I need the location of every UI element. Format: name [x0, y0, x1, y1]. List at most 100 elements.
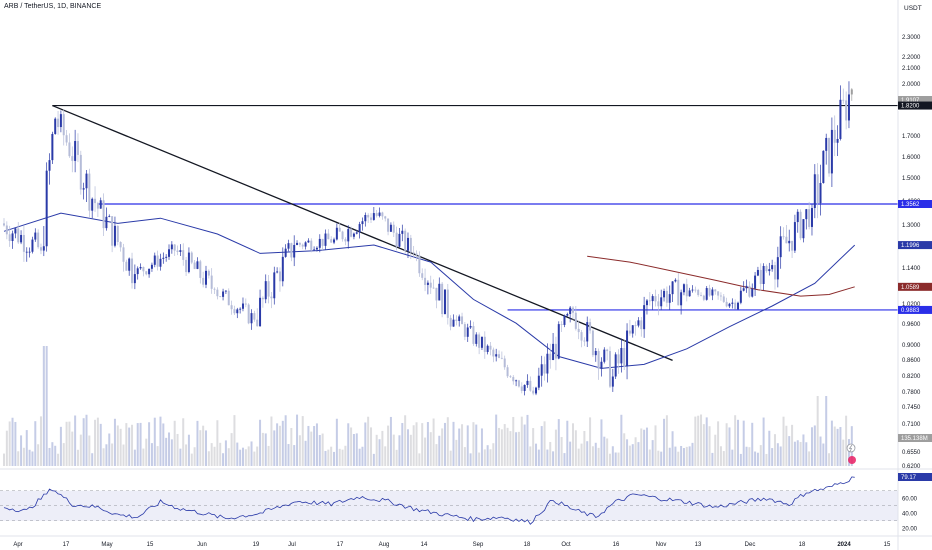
volume-bar [480, 428, 483, 466]
candle-body [503, 358, 506, 368]
volume-bar [668, 447, 671, 466]
volume-bar [557, 419, 560, 466]
volume-bar [256, 446, 259, 466]
volume-bar [532, 428, 535, 466]
candle-body [227, 290, 230, 306]
candle-body [5, 225, 8, 235]
volume-bar [771, 448, 774, 466]
rsi-tag-label: 79.17 [901, 475, 917, 481]
candle-body [782, 236, 785, 238]
candle-body [259, 297, 262, 327]
candle-body [702, 295, 705, 300]
level-lines[interactable] [52, 104, 898, 361]
candle-body [637, 320, 640, 326]
candle-body [529, 380, 532, 391]
volume-bar [785, 425, 788, 466]
candle-body [54, 118, 57, 134]
volume-bar [611, 446, 614, 466]
volume-bar [236, 442, 239, 466]
candle-body [674, 279, 677, 282]
volume-bar [469, 453, 472, 466]
candle-body [119, 241, 122, 248]
candle-body [651, 296, 654, 302]
candle-body [691, 289, 694, 291]
volume-bar [589, 417, 592, 466]
volume-bar [489, 449, 492, 466]
volume-bar [634, 437, 637, 466]
candle-body [179, 250, 182, 252]
candle-body [645, 300, 648, 306]
candle-body [483, 336, 486, 352]
volume-bar [754, 451, 757, 466]
candle-body [139, 266, 142, 269]
volume-bar [828, 453, 831, 466]
candle-body [333, 239, 336, 243]
volume-bar [512, 416, 515, 466]
volume-bar [335, 418, 338, 466]
volume-bar [830, 420, 833, 466]
volume-bar [139, 422, 142, 466]
currency-label[interactable]: USDT [904, 5, 922, 12]
volume-bar [583, 430, 586, 466]
candle-body [791, 240, 794, 251]
volume-bar [179, 448, 182, 466]
candle-body [11, 233, 14, 241]
candle-body [620, 348, 623, 364]
volume-bar [350, 427, 353, 466]
candle-body [253, 313, 256, 320]
candle-body [560, 324, 563, 325]
price-tick-label: 2.2000 [902, 55, 921, 61]
volume-bar [597, 447, 600, 466]
volume-bar [333, 451, 336, 466]
candle-body [224, 290, 227, 292]
volume-bar [697, 415, 700, 466]
candle-body [634, 325, 637, 327]
volume-bar [281, 420, 284, 466]
candle-body [364, 214, 367, 222]
volume-bar [705, 417, 708, 466]
rsi-tick-label: 60.00 [902, 496, 918, 502]
candle-body [717, 291, 720, 296]
candle-body [685, 284, 688, 297]
volume-bar [150, 443, 153, 466]
volume-bar [782, 416, 785, 466]
volume-bar [717, 421, 720, 466]
price-tick-label: 2.1000 [902, 66, 921, 72]
volume-bar [318, 435, 321, 466]
time-tick-label: 15 [147, 542, 154, 548]
candle-body [773, 265, 776, 280]
volume-bar [779, 446, 782, 466]
candle-body [489, 345, 492, 350]
candle-body [324, 233, 327, 246]
volume-bar [296, 414, 299, 466]
candle-body [463, 324, 466, 337]
volume-bar [796, 440, 799, 466]
candle-body [765, 265, 768, 272]
volume-bar [247, 446, 250, 466]
candle-body [111, 216, 114, 246]
candle-body [355, 232, 358, 234]
volume-bar [648, 449, 651, 466]
candle-body [65, 135, 68, 143]
candle-body [34, 232, 37, 240]
candle-body [603, 349, 606, 362]
candle-body [580, 332, 583, 341]
volume-bar [338, 448, 341, 466]
volume-bar [384, 446, 387, 466]
volume-bar [210, 443, 213, 466]
volume-bar [546, 449, 549, 466]
candle-body [810, 208, 813, 227]
volume-bar [714, 434, 717, 466]
candle-body [799, 211, 802, 239]
candle-body [606, 349, 609, 352]
volume-bar [677, 451, 680, 466]
candle-body [768, 269, 771, 272]
volume-bar [96, 417, 99, 466]
trendline [52, 104, 673, 361]
candle-body [244, 303, 247, 305]
candle-body [830, 129, 833, 174]
volume-bar [768, 430, 771, 466]
price-tick-label: 0.8600 [902, 358, 921, 364]
volume-bar [654, 425, 657, 466]
